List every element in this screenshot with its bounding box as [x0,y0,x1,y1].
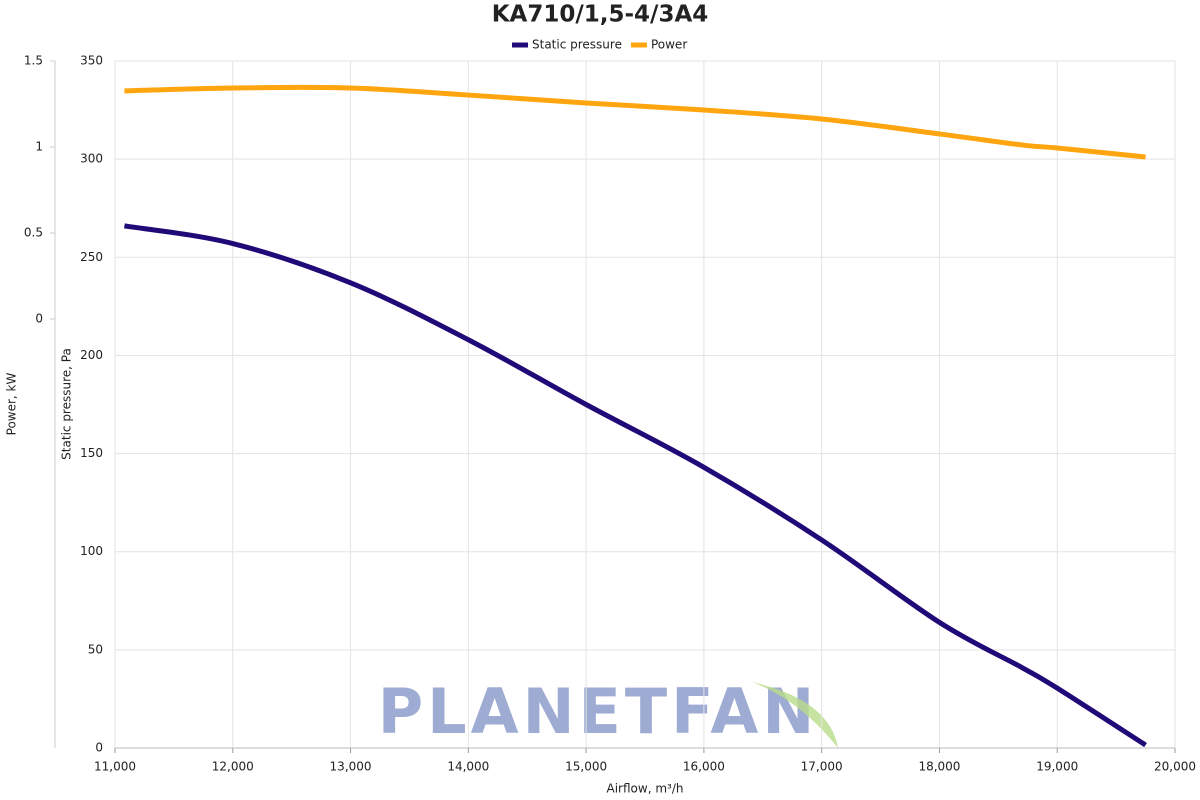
series-line [124,223,1147,748]
y-axis-title: Static pressure, Pa [60,348,74,460]
x-tick-label: 20,000 [1154,760,1196,774]
y-tick-label: 100 [80,544,103,558]
y2-axis-title: Power, kW [5,373,19,436]
watermark: PLANETFAN [378,675,819,748]
series-line [124,84,1146,160]
x-tick-label: 16,000 [683,760,725,774]
y2-tick-label: 1 [35,140,43,154]
y2-tick-label: 1.5 [24,54,43,68]
y-tick-label: 300 [80,152,103,166]
x-tick-label: 17,000 [801,760,843,774]
legend-label: Static pressure [532,38,622,52]
x-tick-label: 15,000 [565,760,607,774]
y-tick-label: 50 [88,642,103,656]
plot: 11,000 12,000 13,000 14,000 15,000 16,000 17,0… [24,38,1196,774]
x-tick-label: 19,000 [1036,760,1078,774]
x-axis-title: Airflow, m³/h [607,782,684,796]
y2-tick-label: 0.5 [24,226,43,240]
y2-tick-label: 0 [35,312,43,326]
x-tick-label: 12,000 [212,760,254,774]
y-tick-label: 250 [80,250,103,264]
x-tick-label: 18,000 [918,760,960,774]
y-tick-label: 200 [80,348,103,362]
y-tick-label: 0 [95,741,103,755]
x-tick-label: 11,000 [94,760,136,774]
chart-title: KA710/1,5-4/3A4 [492,2,709,28]
x-tick-label: 14,000 [447,760,489,774]
y-tick-label: 350 [80,54,103,68]
watermark-leaf [752,682,838,748]
y-tick-label: 150 [80,446,103,460]
x-tick-label: 13,000 [330,760,372,774]
legend-label: Power [651,38,687,52]
